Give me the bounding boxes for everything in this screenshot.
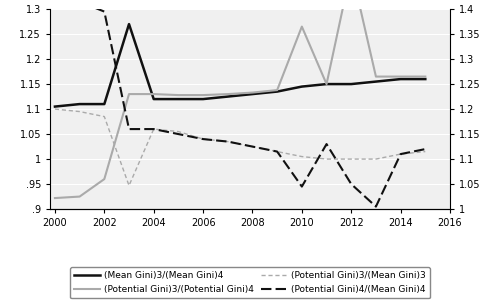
(Potential Gini)3/(Potential Gini)4 bbox=[274, 88, 280, 92]
(Potential Gini)3/(Mean Gini)3 bbox=[299, 155, 305, 158]
(Potential Gini)4/(Mean Gini)4 bbox=[102, 10, 107, 13]
(Potential Gini)4/(Mean Gini)4 bbox=[398, 152, 404, 156]
(Mean Gini)3/(Mean Gini)4 bbox=[52, 105, 58, 108]
(Potential Gini)4/(Mean Gini)4 bbox=[274, 150, 280, 153]
(Potential Gini)4/(Mean Gini)4 bbox=[373, 205, 379, 208]
(Potential Gini)3/(Mean Gini)3 bbox=[324, 157, 330, 161]
(Potential Gini)3/(Potential Gini)4 bbox=[200, 93, 206, 97]
(Mean Gini)3/(Mean Gini)4 bbox=[225, 95, 231, 98]
(Potential Gini)3/(Mean Gini)3 bbox=[373, 157, 379, 161]
(Mean Gini)3/(Mean Gini)4 bbox=[200, 97, 206, 101]
Legend: (Mean Gini)3/(Mean Gini)4, (Potential Gini)3/(Potential Gini)4, (Potential Gini): (Mean Gini)3/(Mean Gini)4, (Potential Gi… bbox=[70, 267, 430, 298]
(Potential Gini)4/(Mean Gini)4 bbox=[200, 137, 206, 141]
(Potential Gini)3/(Mean Gini)3 bbox=[225, 140, 231, 143]
(Potential Gini)4/(Mean Gini)4 bbox=[422, 147, 428, 151]
(Potential Gini)3/(Potential Gini)4 bbox=[422, 75, 428, 78]
(Potential Gini)3/(Potential Gini)4 bbox=[225, 92, 231, 96]
(Mean Gini)3/(Mean Gini)4 bbox=[150, 97, 156, 101]
(Mean Gini)3/(Mean Gini)4 bbox=[76, 102, 82, 106]
(Potential Gini)3/(Mean Gini)3 bbox=[348, 157, 354, 161]
Line: (Mean Gini)3/(Mean Gini)4: (Mean Gini)3/(Mean Gini)4 bbox=[55, 24, 426, 107]
(Potential Gini)4/(Mean Gini)4 bbox=[225, 140, 231, 143]
(Potential Gini)3/(Mean Gini)3 bbox=[52, 107, 58, 111]
Line: (Potential Gini)4/(Mean Gini)4: (Potential Gini)4/(Mean Gini)4 bbox=[55, 0, 426, 207]
(Potential Gini)3/(Potential Gini)4 bbox=[250, 91, 256, 95]
(Mean Gini)3/(Mean Gini)4 bbox=[176, 97, 182, 101]
(Mean Gini)3/(Mean Gini)4 bbox=[348, 82, 354, 86]
(Mean Gini)3/(Mean Gini)4 bbox=[373, 80, 379, 83]
(Potential Gini)3/(Potential Gini)4 bbox=[373, 75, 379, 78]
(Mean Gini)3/(Mean Gini)4 bbox=[398, 77, 404, 81]
(Potential Gini)3/(Mean Gini)3 bbox=[398, 152, 404, 156]
(Potential Gini)3/(Potential Gini)4 bbox=[299, 25, 305, 28]
Line: (Potential Gini)3/(Potential Gini)4: (Potential Gini)3/(Potential Gini)4 bbox=[55, 0, 426, 198]
(Potential Gini)3/(Potential Gini)4 bbox=[150, 92, 156, 96]
(Potential Gini)3/(Potential Gini)4 bbox=[398, 75, 404, 78]
(Potential Gini)3/(Mean Gini)3 bbox=[250, 145, 256, 148]
(Potential Gini)3/(Mean Gini)3 bbox=[126, 184, 132, 187]
(Mean Gini)3/(Mean Gini)4 bbox=[422, 77, 428, 81]
(Mean Gini)3/(Mean Gini)4 bbox=[299, 85, 305, 88]
(Potential Gini)4/(Mean Gini)4 bbox=[250, 145, 256, 148]
(Potential Gini)3/(Mean Gini)3 bbox=[200, 137, 206, 141]
(Potential Gini)4/(Mean Gini)4 bbox=[299, 185, 305, 188]
(Mean Gini)3/(Mean Gini)4 bbox=[324, 82, 330, 86]
(Potential Gini)4/(Mean Gini)4 bbox=[76, 0, 82, 3]
(Mean Gini)3/(Mean Gini)4 bbox=[102, 102, 107, 106]
(Potential Gini)3/(Mean Gini)3 bbox=[422, 150, 428, 153]
(Potential Gini)4/(Mean Gini)4 bbox=[324, 142, 330, 146]
Line: (Potential Gini)3/(Mean Gini)3: (Potential Gini)3/(Mean Gini)3 bbox=[55, 109, 426, 185]
(Potential Gini)3/(Potential Gini)4 bbox=[102, 177, 107, 181]
(Potential Gini)3/(Mean Gini)3 bbox=[274, 150, 280, 153]
(Potential Gini)3/(Mean Gini)3 bbox=[102, 115, 107, 118]
(Potential Gini)3/(Potential Gini)4 bbox=[126, 92, 132, 96]
(Potential Gini)3/(Mean Gini)3 bbox=[176, 130, 182, 133]
(Potential Gini)3/(Mean Gini)3 bbox=[150, 127, 156, 131]
(Potential Gini)4/(Mean Gini)4 bbox=[176, 132, 182, 136]
(Potential Gini)4/(Mean Gini)4 bbox=[126, 127, 132, 131]
(Potential Gini)4/(Mean Gini)4 bbox=[348, 182, 354, 186]
(Mean Gini)3/(Mean Gini)4 bbox=[126, 22, 132, 26]
(Mean Gini)3/(Mean Gini)4 bbox=[250, 92, 256, 96]
(Potential Gini)3/(Potential Gini)4 bbox=[324, 82, 330, 86]
(Potential Gini)3/(Potential Gini)4 bbox=[52, 196, 58, 200]
(Potential Gini)4/(Mean Gini)4 bbox=[150, 127, 156, 131]
(Potential Gini)3/(Mean Gini)3 bbox=[76, 110, 82, 113]
(Potential Gini)3/(Potential Gini)4 bbox=[176, 93, 182, 97]
(Mean Gini)3/(Mean Gini)4 bbox=[274, 90, 280, 93]
(Potential Gini)3/(Potential Gini)4 bbox=[76, 195, 82, 198]
